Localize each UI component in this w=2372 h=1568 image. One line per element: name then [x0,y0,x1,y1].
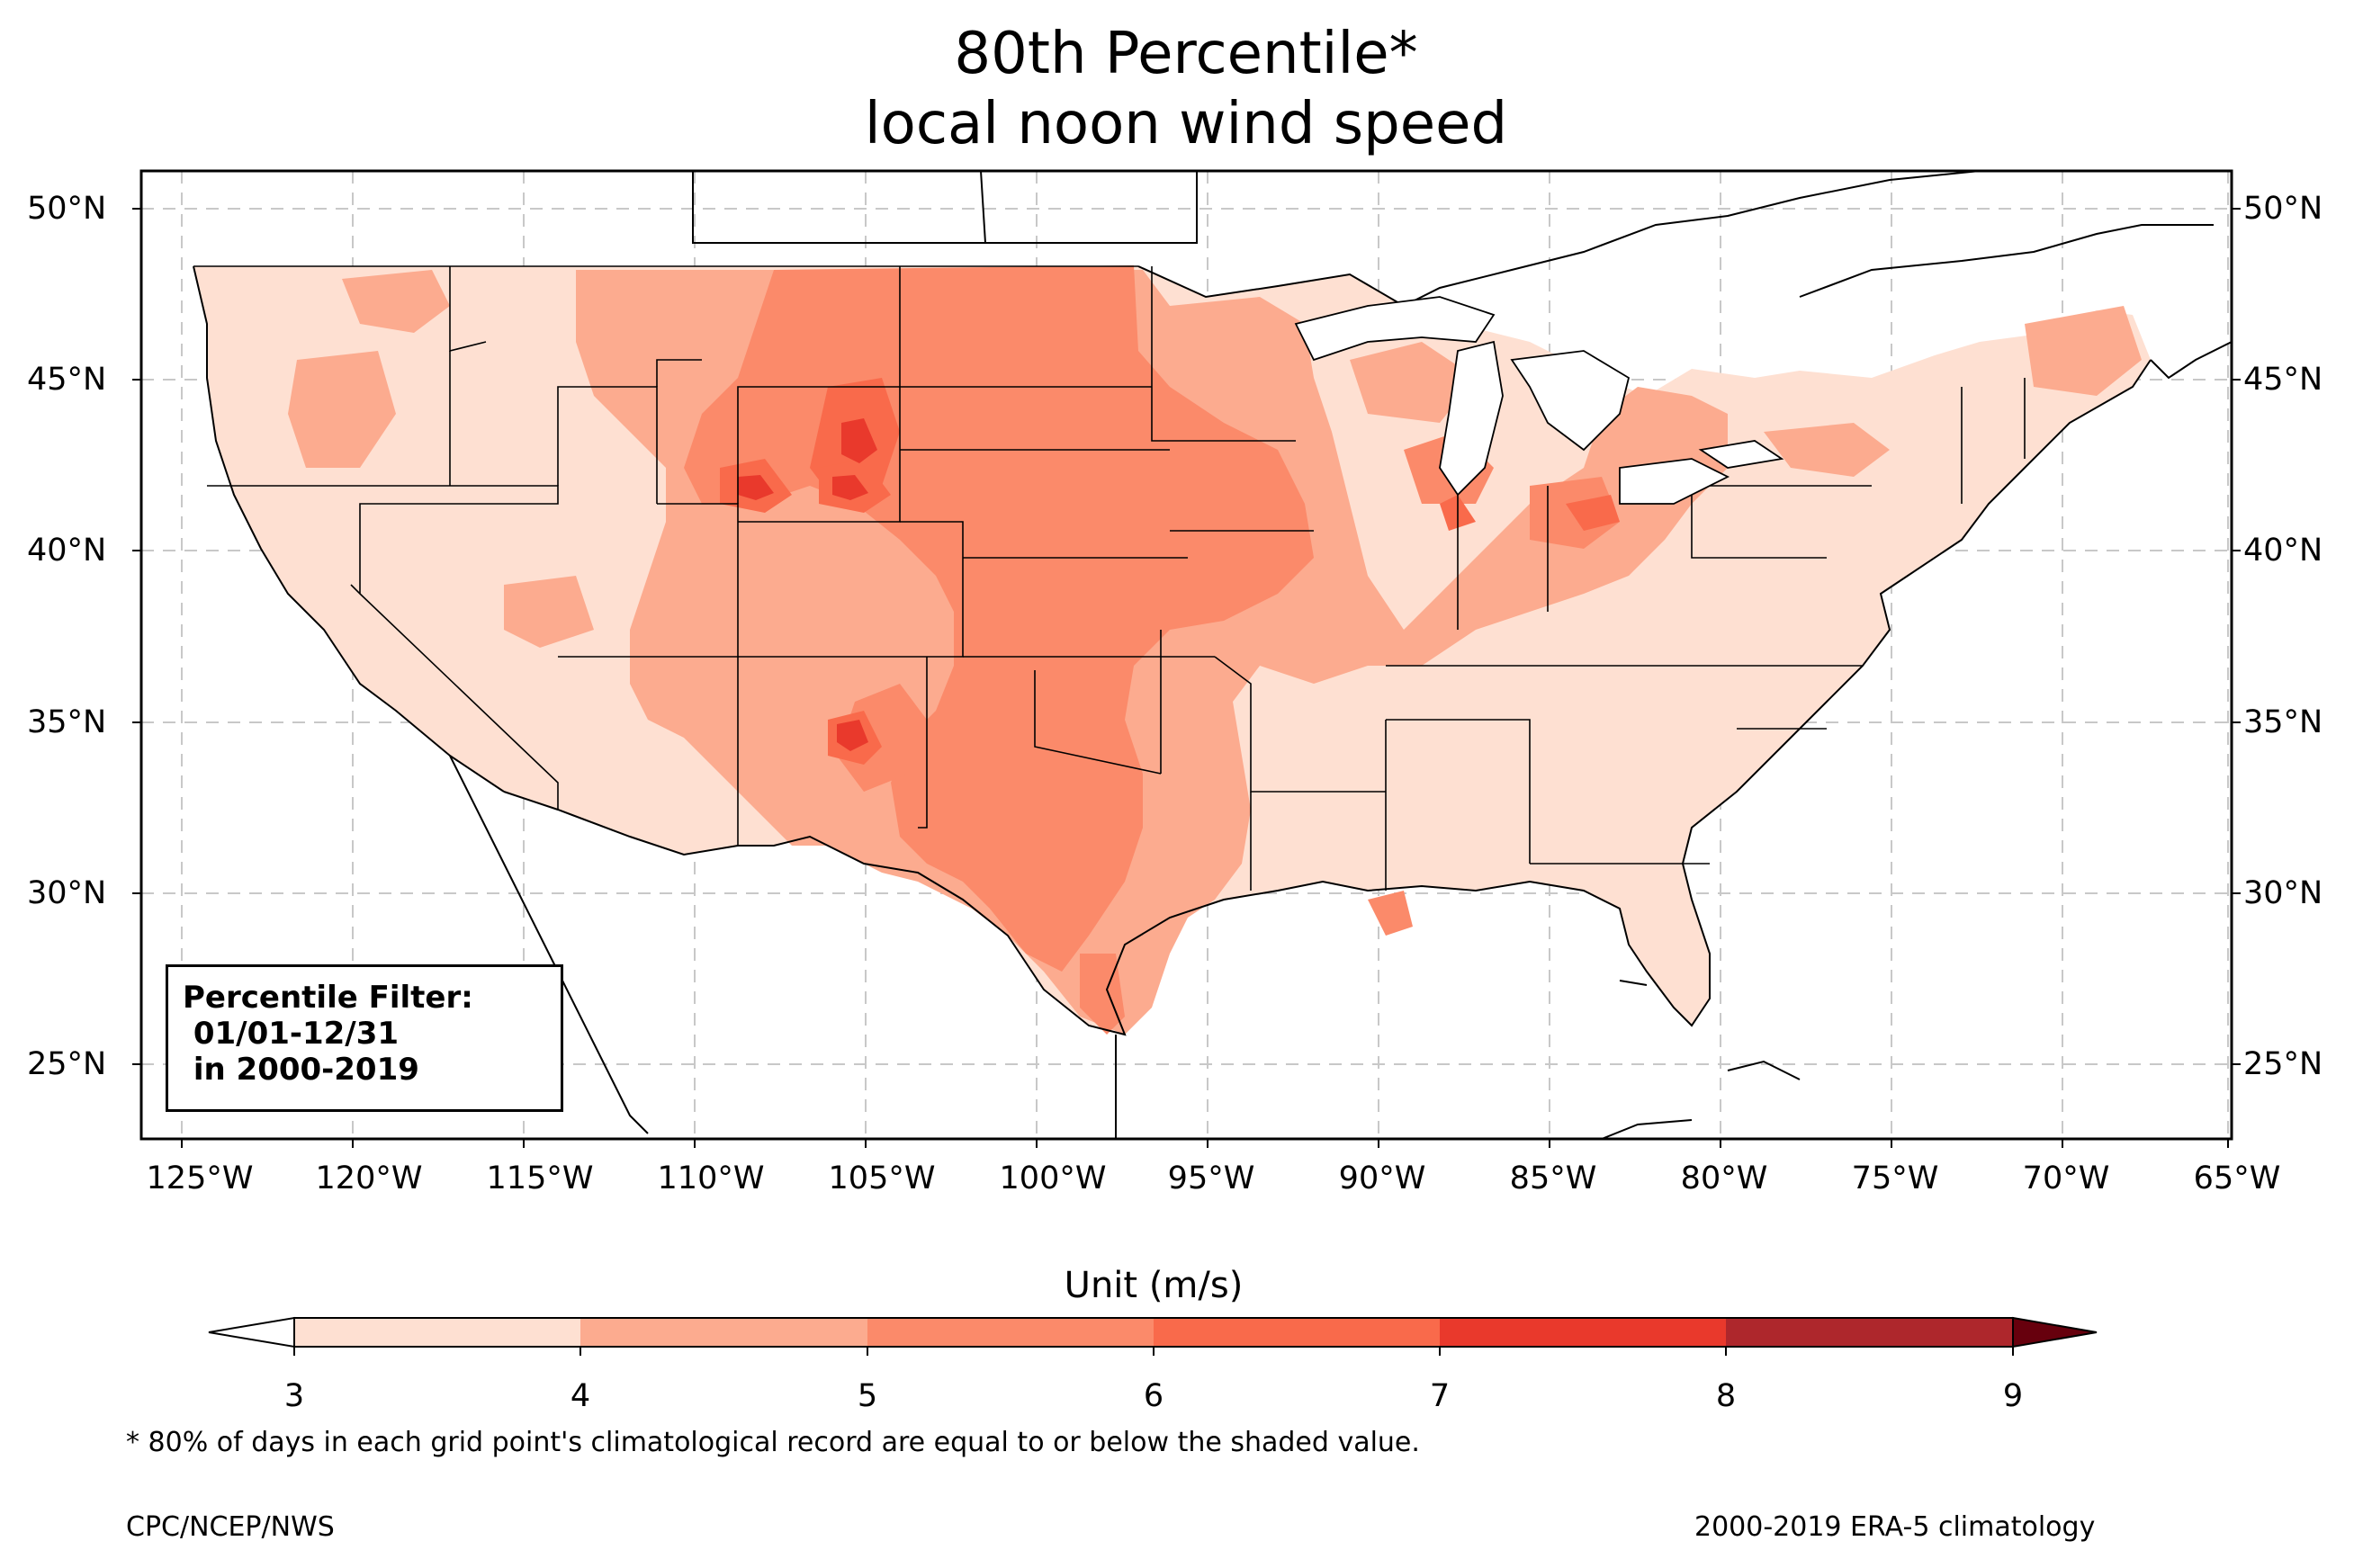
lat-label-50n-left: 50°N [27,191,107,227]
lon-label-115w: 115°W [486,1160,594,1196]
colorbar-bin-3-4 [294,1318,580,1347]
footnote: * 80% of days in each grid point's clima… [126,1427,1420,1458]
lat-label-50n-right: 50°N [2243,191,2323,227]
colorbar-tick-4: 4 [570,1378,591,1414]
lat-label-45n-right: 45°N [2243,362,2323,398]
shading-level-7 [738,418,877,751]
credit-right: 2000-2019 ERA-5 climatology [1694,1511,2096,1543]
lat-label-40n-right: 40°N [2243,533,2323,569]
colorbar-under-arrow [208,1316,295,1348]
filter-line-2: 01/01-12/31 [183,1016,400,1052]
lon-label-120w: 120°W [315,1160,423,1196]
lat-label-35n-left: 35°N [27,704,107,740]
colorbar-tick-9: 9 [2002,1378,2024,1414]
lon-label-105w: 105°W [828,1160,936,1196]
title-line-1: 80th Percentile* [954,21,1418,87]
filter-line-1: Percentile Filter: [183,980,473,1016]
lon-label-100w: 100°W [999,1160,1107,1196]
lat-label-25n-left: 25°N [27,1046,107,1082]
colorbar-bin-6-7 [1154,1318,1440,1347]
lon-label-70w: 70°W [2022,1160,2110,1196]
colorbar-bin-5-6 [867,1318,1154,1347]
credit-left: CPC/NCEP/NWS [126,1511,335,1543]
lon-label-85w: 85°W [1509,1160,1597,1196]
lon-label-80w: 80°W [1680,1160,1768,1196]
colorbar-label: Unit (m/s) [1064,1265,1244,1306]
lat-label-30n-left: 30°N [27,875,107,911]
lat-label-45n-left: 45°N [27,362,107,398]
state-boundaries [193,265,2026,891]
colorbar-tick-3: 3 [283,1378,305,1414]
colorbar-tick-7: 7 [1429,1378,1451,1414]
lat-label-30n-right: 30°N [2243,875,2323,911]
lon-label-125w: 125°W [146,1160,254,1196]
lon-label-95w: 95°W [1167,1160,1255,1196]
lat-label-25n-right: 25°N [2243,1046,2323,1082]
colorbar-over-arrow [2012,1316,2098,1348]
coastlines [193,171,2232,1139]
lon-label-65w: 65°W [2193,1160,2281,1196]
colorbar-tick-5: 5 [857,1378,878,1414]
lat-label-40n-left: 40°N [27,533,107,569]
colorbar [208,1316,2098,1356]
colorbar-tick-8: 8 [1715,1378,1737,1414]
colorbar-tick-6: 6 [1143,1378,1164,1414]
lon-label-75w: 75°W [1851,1160,1939,1196]
lat-label-35n-right: 35°N [2243,704,2323,740]
colorbar-bin-8-9 [1726,1318,2013,1347]
lon-label-90w: 90°W [1338,1160,1426,1196]
colorbar-bin-4-5 [580,1318,867,1347]
lon-label-110w: 110°W [657,1160,765,1196]
title-line-2: local noon wind speed [864,91,1508,157]
filter-line-3: in 2000-2019 [183,1052,419,1088]
percentile-filter-box: Percentile Filter: 01/01-12/31 in 2000-2… [166,964,563,1112]
great-lakes [1294,296,1784,505]
colorbar-bin-7-8 [1440,1318,1726,1347]
